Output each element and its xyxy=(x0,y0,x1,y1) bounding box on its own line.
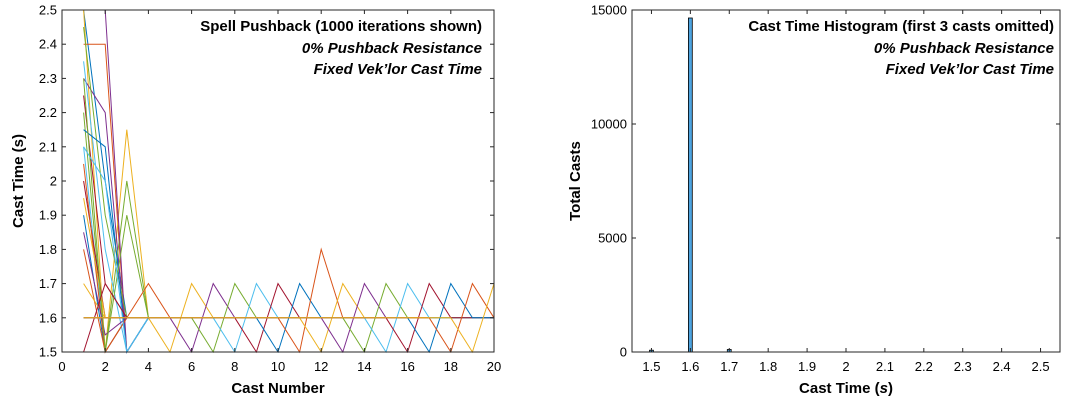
x-axis-title-main: Cast Time ( xyxy=(799,380,880,397)
y-tick-label: 1.9 xyxy=(39,208,57,223)
x-tick-label: 1.5 xyxy=(642,359,660,374)
x-tick-label: 14 xyxy=(357,359,371,374)
y-tick-label: 2 xyxy=(50,174,57,189)
x-tick-label: 1.8 xyxy=(759,359,777,374)
x-tick-label: 2.2 xyxy=(915,359,933,374)
y-axis-ticks: 1.5 1.6 1.7 1.8 1.9 2 2.1 2.2 2.3 2.4 2.5 xyxy=(39,3,494,360)
y-tick-label: 10000 xyxy=(591,117,627,132)
x-tick-label: 6 xyxy=(188,359,195,374)
y-tick-label: 2.2 xyxy=(39,105,57,120)
x-tick-label: 10 xyxy=(271,359,285,374)
x-tick-label: 1.9 xyxy=(798,359,816,374)
x-tick-label: 2.3 xyxy=(954,359,972,374)
title-line-3: Fixed Vek’lor Cast Time xyxy=(314,61,482,78)
y-axis-ticks: 0 5000 10000 15000 xyxy=(591,3,1060,360)
x-axis-title-unit: s xyxy=(880,380,888,397)
x-axis-title: Cast Time (s) xyxy=(799,380,893,397)
y-tick-label: 2.1 xyxy=(39,139,57,154)
x-tick-label: 2 xyxy=(102,359,109,374)
x-tick-label: 2.5 xyxy=(1032,359,1050,374)
x-tick-label: 16 xyxy=(400,359,414,374)
x-axis-ticks: 0 2 4 6 8 10 12 14 16 18 20 xyxy=(58,10,501,374)
y-tick-label: 1.8 xyxy=(39,242,57,257)
title-line-3: Fixed Vek’lor Cast Time xyxy=(886,61,1054,78)
x-axis-ticks: 1.5 1.6 1.7 1.8 1.9 2 2.1 2.2 2.3 2.4 2.5 xyxy=(642,10,1050,374)
y-tick-label: 0 xyxy=(620,345,627,360)
x-tick-label: 20 xyxy=(487,359,501,374)
x-axis-title: Cast Number xyxy=(231,380,325,397)
x-tick-label: 4 xyxy=(145,359,152,374)
histogram-bar-2 xyxy=(688,17,693,353)
y-tick-label: 5000 xyxy=(598,231,627,246)
title-line-1: Spell Pushback (1000 iterations shown) xyxy=(200,18,482,35)
title-line-2: 0% Pushback Resistance xyxy=(874,40,1054,57)
title-line-2: 0% Pushback Resistance xyxy=(302,40,482,57)
x-tick-label: 12 xyxy=(314,359,328,374)
y-tick-label: 2.3 xyxy=(39,71,57,86)
x-tick-label: 1.6 xyxy=(681,359,699,374)
x-tick-label: 2.1 xyxy=(876,359,894,374)
cast-time-histogram: 1.5 1.6 1.7 1.8 1.9 2 2.1 2.2 2.3 2.4 2.5 0 5000 100… xyxy=(567,3,1061,397)
y-tick-label: 2.4 xyxy=(39,37,57,52)
x-tick-label: 8 xyxy=(231,359,238,374)
plot-area xyxy=(62,10,494,352)
series-line-38 xyxy=(83,283,495,354)
x-tick-label: 18 xyxy=(444,359,458,374)
y-tick-label: 1.7 xyxy=(39,276,57,291)
x-tick-label: 2.4 xyxy=(993,359,1011,374)
x-tick-label: 1.7 xyxy=(720,359,738,374)
x-axis-title-end: ) xyxy=(888,380,893,397)
y-tick-label: 1.6 xyxy=(39,310,57,325)
y-tick-label: 15000 xyxy=(591,3,627,18)
y-axis-title: Total Casts xyxy=(567,141,584,221)
pushback-line-chart: 0 2 4 6 8 10 12 14 16 18 20 1.5 1.6 1.7 1.8 1.9 2 2.1 2.2… xyxy=(10,3,501,398)
y-tick-label: 2.5 xyxy=(39,3,57,18)
title-line-1: Cast Time Histogram (first 3 casts omitt… xyxy=(748,18,1054,35)
y-axis-title: Cast Time (s) xyxy=(10,134,27,228)
plot-area xyxy=(632,10,1060,352)
x-tick-label: 0 xyxy=(58,359,65,374)
series-lines xyxy=(83,9,495,354)
y-tick-label: 1.5 xyxy=(39,345,57,360)
x-tick-label: 2 xyxy=(842,359,849,374)
